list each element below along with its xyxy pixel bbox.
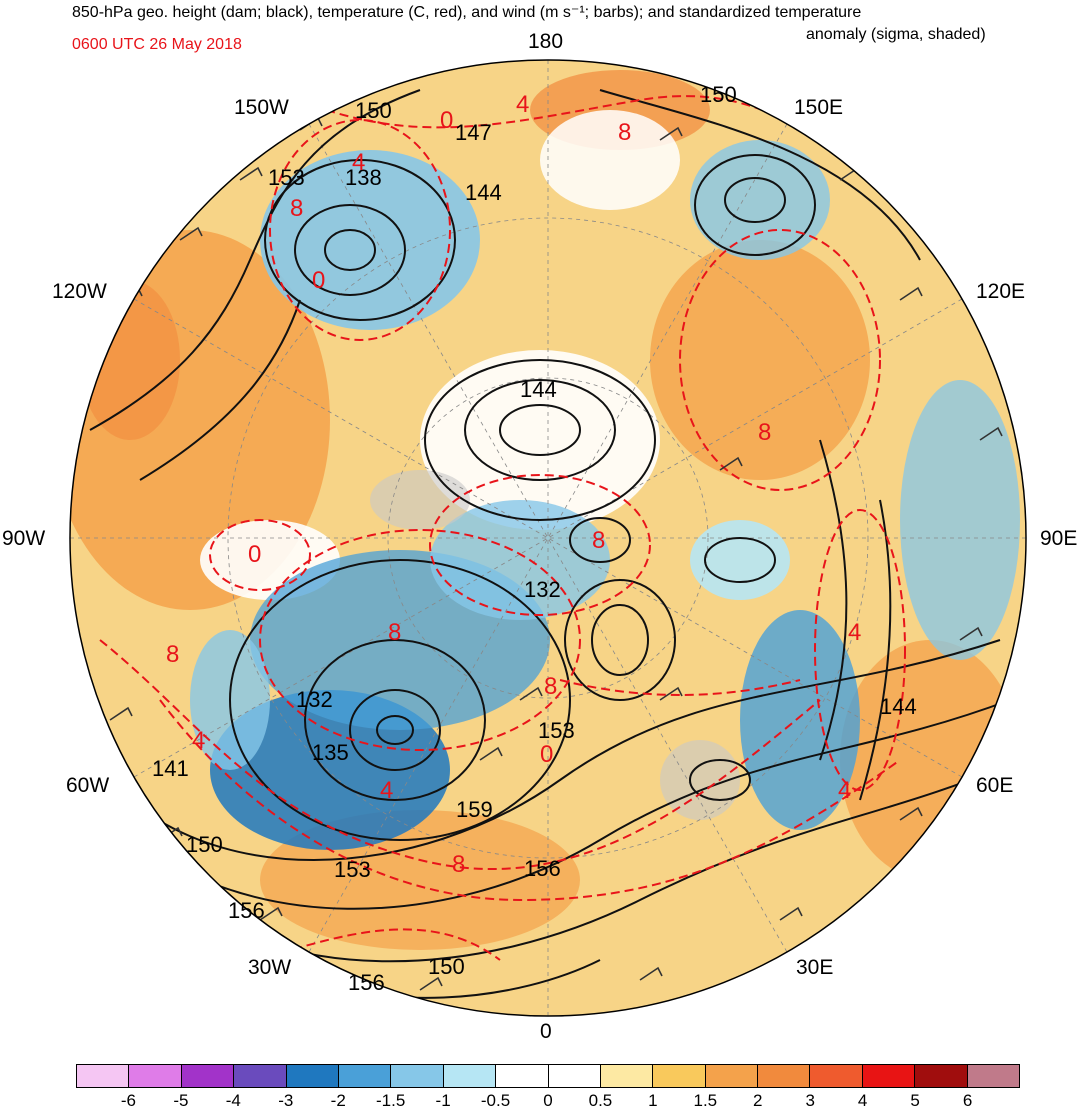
temp-label: 4 [848,619,861,646]
height-label: 141 [152,756,189,781]
height-label: 150 [355,98,392,123]
colorbar-swatch [915,1065,968,1087]
height-label: 132 [296,687,333,712]
height-label: 144 [465,180,502,205]
colorbar-tick-label: 0 [543,1091,553,1110]
colorbar-tick-label: -5 [173,1091,189,1110]
height-label: 144 [880,694,917,719]
colorbar-tick-label: -6 [120,1091,136,1110]
height-label: 150 [428,954,465,979]
height-label: 156 [524,856,561,881]
height-label: 150 [700,82,737,107]
lon-label-90e: 90E [1040,527,1078,550]
lon-label-120e: 120E [976,280,1026,303]
colorbar-swatch [286,1065,339,1087]
lon-label-60e: 60E [976,774,1014,797]
colorbar-tick-label: -0.5 [480,1091,511,1110]
height-label: 147 [455,120,492,145]
colorbar-swatch [653,1065,706,1087]
lon-label-180: 180 [528,30,564,53]
lon-label-150w: 150W [234,96,289,119]
temp-label: 8 [592,527,605,554]
colorbar-tick-label: 1.5 [693,1091,718,1110]
height-label: 159 [456,797,493,822]
temp-label: 0 [248,541,261,568]
colorbar-tick-label: -1.5 [376,1091,406,1110]
colorbar-tick-label: 4 [857,1091,868,1110]
colorbar-tick-label: 1 [648,1091,658,1110]
polar-map: 150 147 144 138 153 144 132 132 135 141 … [69,59,1027,1017]
colorbar-tick-label: 3 [805,1091,815,1110]
temp-label: 8 [290,195,303,222]
colorbar-tick-label: 0.5 [588,1091,613,1110]
lon-label-0: 0 [540,1020,552,1043]
height-label: 135 [312,740,349,765]
temperature-labels: 0 4 8 8 0 8 8 0 8 4 4 8 8 4 8 0 4 4 [166,91,861,878]
colorbar-ticks: -6 -5 -4 -3 -2 -1.5 -1 -0.5 0 0.5 1 1.5 2 3 4 5 6 [76,1091,1020,1111]
colorbar-swatch [758,1065,811,1087]
height-label: 144 [520,377,557,402]
colorbar-swatch [234,1065,287,1087]
height-label: 138 [345,165,382,190]
colorbar-tick-label: -4 [225,1091,241,1110]
lon-label-60w: 60W [66,774,110,797]
temp-label: 8 [452,851,465,878]
valid-time: 0600 UTC 26 May 2018 [72,36,242,53]
temp-label: 8 [388,619,401,646]
colorbar-tick-label: 6 [962,1091,973,1110]
colorbar-tick-label: -3 [278,1091,294,1110]
colorbar-swatch [443,1065,497,1087]
lon-label-150e: 150E [794,96,844,119]
lon-label-120w: 120W [52,280,107,303]
height-label: 156 [348,970,385,995]
temp-label: 0 [312,267,325,294]
anomaly-shading [70,60,1026,1016]
colorbar-swatch [181,1065,235,1087]
colorbar-tick-label: -2 [330,1091,346,1110]
temp-label: 8 [166,641,179,668]
colorbar-swatch [391,1065,444,1087]
colorbar-swatch [810,1065,863,1087]
height-contours [89,89,1021,999]
temp-label: 8 [618,119,631,146]
colorbar-swatch [338,1065,392,1087]
colorbar-swatch [496,1065,549,1087]
chart-title-continued: anomaly (sigma, shaded) [806,26,986,43]
height-label: 153 [538,718,575,743]
temp-label: 0 [540,741,553,768]
colorbar-swatch [862,1065,916,1087]
temp-label: 4 [192,727,205,754]
temp-label: 0 [440,107,453,134]
chart-title: 850-hPa geo. height (dam; black), temper… [72,4,862,21]
lon-label-90w: 90W [2,527,46,550]
map-boundary [69,59,1027,1017]
lon-label-30w: 30W [248,956,292,979]
height-label: 132 [524,577,561,602]
graticule [70,60,1026,1016]
colorbar-swatch [548,1065,601,1087]
colorbar-swatch [600,1065,654,1087]
height-labels: 150 147 144 138 153 144 132 132 135 141 … [152,82,917,995]
colorbar-swatch [129,1065,182,1087]
height-label: 153 [334,857,371,882]
temp-label: 8 [758,419,771,446]
colorbar-tick-label: 5 [910,1091,920,1110]
temp-label: 4 [380,777,393,804]
temp-label: 4 [352,149,365,176]
colorbar-tick-label: 2 [753,1091,763,1110]
height-label: 156 [228,898,265,923]
temp-label: 8 [544,673,557,700]
colorbar [76,1064,1020,1088]
height-label: 153 [268,165,305,190]
lon-label-30e: 30E [796,956,834,979]
temp-label: 4 [838,777,851,804]
colorbar-swatch [967,1065,1020,1087]
colorbar-swatch [705,1065,759,1087]
temp-label: 4 [516,91,529,118]
height-label: 150 [186,832,223,857]
colorbar-swatch [77,1065,130,1087]
colorbar-tick-label: -1 [435,1091,451,1110]
